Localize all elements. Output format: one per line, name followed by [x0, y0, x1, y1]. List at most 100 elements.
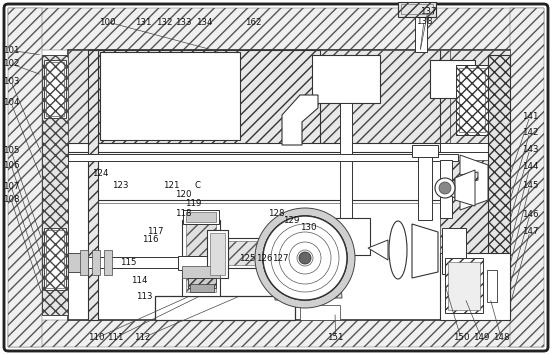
- Bar: [182, 266, 220, 278]
- Text: 150: 150: [453, 333, 469, 343]
- Text: 112: 112: [134, 333, 151, 343]
- Bar: [8, 8, 544, 50]
- Bar: [456, 65, 488, 135]
- Text: 103: 103: [3, 77, 19, 86]
- Circle shape: [263, 216, 347, 300]
- Polygon shape: [412, 224, 438, 278]
- Bar: [68, 50, 510, 320]
- Bar: [440, 160, 452, 218]
- Text: 128: 128: [268, 208, 284, 218]
- Bar: [68, 154, 458, 161]
- Text: 142: 142: [522, 127, 538, 137]
- Bar: [210, 233, 225, 275]
- Text: 126: 126: [256, 254, 272, 263]
- Bar: [98, 50, 320, 145]
- Text: C: C: [195, 181, 200, 190]
- Bar: [440, 253, 510, 320]
- Bar: [46, 230, 64, 288]
- Text: 105: 105: [3, 146, 19, 155]
- Bar: [412, 145, 438, 157]
- Text: 110: 110: [88, 333, 105, 343]
- Text: 129: 129: [283, 216, 300, 225]
- Bar: [88, 50, 98, 320]
- Bar: [340, 103, 352, 220]
- Polygon shape: [455, 170, 475, 206]
- Text: 133: 133: [175, 17, 192, 27]
- Bar: [312, 55, 380, 103]
- Bar: [44, 228, 66, 290]
- Bar: [100, 52, 240, 140]
- Bar: [488, 55, 510, 315]
- Bar: [430, 60, 475, 98]
- Text: 145: 145: [522, 181, 538, 190]
- Bar: [178, 256, 224, 270]
- Polygon shape: [295, 210, 330, 235]
- Text: 146: 146: [522, 210, 538, 219]
- FancyBboxPatch shape: [4, 4, 548, 351]
- Text: 143: 143: [522, 144, 538, 154]
- Polygon shape: [282, 95, 318, 145]
- Text: 107: 107: [3, 182, 19, 191]
- Circle shape: [299, 252, 311, 264]
- Bar: [183, 210, 219, 224]
- Text: 106: 106: [3, 160, 19, 170]
- Bar: [42, 55, 68, 315]
- Bar: [442, 228, 466, 274]
- Bar: [445, 258, 483, 313]
- Bar: [68, 50, 510, 145]
- Bar: [510, 8, 544, 347]
- Text: 121: 121: [163, 181, 179, 190]
- Bar: [8, 320, 544, 347]
- Text: 125: 125: [239, 254, 256, 263]
- Circle shape: [435, 178, 455, 198]
- Text: 116: 116: [142, 235, 158, 244]
- Text: 141: 141: [522, 112, 538, 121]
- Bar: [68, 143, 440, 152]
- Bar: [225, 238, 295, 268]
- Polygon shape: [275, 270, 295, 300]
- Bar: [207, 230, 228, 278]
- Polygon shape: [460, 155, 488, 210]
- Text: 144: 144: [522, 162, 538, 171]
- Circle shape: [263, 216, 347, 300]
- Text: 115: 115: [120, 258, 136, 267]
- Text: 162: 162: [245, 17, 261, 27]
- Text: 149: 149: [473, 333, 490, 343]
- Bar: [448, 262, 480, 310]
- Text: 131: 131: [135, 17, 152, 27]
- Text: 148: 148: [493, 333, 509, 343]
- Polygon shape: [368, 240, 388, 260]
- Text: 134: 134: [196, 17, 213, 27]
- Text: 111: 111: [107, 333, 123, 343]
- Bar: [182, 220, 220, 296]
- Bar: [8, 8, 42, 347]
- Text: 123: 123: [112, 181, 129, 190]
- Text: 138: 138: [416, 17, 432, 26]
- Bar: [418, 152, 432, 220]
- Bar: [155, 296, 295, 320]
- Text: 118: 118: [175, 208, 192, 218]
- Ellipse shape: [389, 221, 407, 279]
- Text: 130: 130: [300, 223, 316, 233]
- Text: 124: 124: [92, 169, 109, 179]
- Bar: [318, 218, 370, 255]
- Bar: [46, 62, 64, 116]
- Bar: [228, 241, 292, 265]
- Text: 137: 137: [420, 7, 436, 16]
- Text: 113: 113: [136, 292, 153, 301]
- Bar: [415, 10, 427, 52]
- Bar: [80, 250, 88, 275]
- Text: 100: 100: [99, 17, 116, 27]
- Bar: [487, 270, 497, 302]
- Bar: [398, 2, 436, 17]
- Bar: [440, 143, 510, 152]
- Bar: [44, 60, 66, 118]
- Text: 117: 117: [147, 227, 164, 236]
- Text: 132: 132: [156, 17, 173, 27]
- Bar: [92, 250, 100, 275]
- Text: 102: 102: [3, 59, 19, 69]
- Text: 151: 151: [327, 333, 344, 343]
- Bar: [104, 250, 112, 275]
- Bar: [440, 160, 488, 300]
- Polygon shape: [435, 180, 455, 198]
